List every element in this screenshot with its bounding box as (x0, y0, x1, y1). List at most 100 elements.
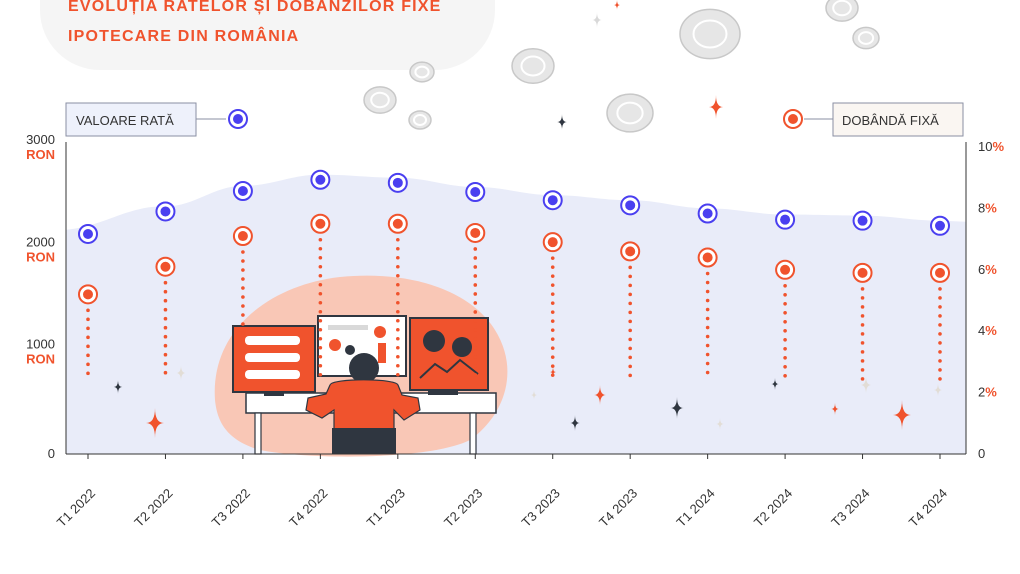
interest-point (775, 259, 796, 378)
interest-drop-dot (860, 341, 865, 345)
interest-drop-dot (473, 247, 478, 251)
interest-drop-dot (628, 301, 632, 306)
x-tick-label: T2 2022 (131, 486, 175, 530)
interest-drop-dot (241, 313, 245, 317)
interest-drop-dot (473, 274, 478, 278)
rate-point-dot (315, 174, 326, 185)
interest-drop-dot (241, 340, 245, 344)
rate-point-dot (935, 220, 945, 231)
interest-drop-dot (550, 283, 555, 287)
coin-icon-face (511, 48, 555, 84)
interest-drop-dot (628, 283, 632, 288)
rate-point (387, 172, 408, 193)
rate-point (78, 223, 98, 244)
sparkle-icon (716, 418, 724, 430)
interest-point-dot (392, 218, 403, 229)
interest-drop-dot (705, 280, 710, 285)
interest-point (232, 226, 253, 380)
interest-drop-dot (241, 295, 245, 299)
sparkle-icon (831, 403, 839, 415)
interest-drop-dot (628, 328, 632, 333)
person-head (349, 353, 379, 383)
right-tick-label: 8% (978, 200, 997, 215)
interest-drop-dot (241, 304, 245, 308)
interest-drop-dot (396, 273, 400, 278)
interest-drop-dot (163, 352, 168, 357)
interest-drop-dot (396, 237, 400, 242)
x-tick-label: T4 2024 (906, 486, 950, 530)
interest-point-dot (470, 227, 481, 238)
x-tick-label: T1 2022 (54, 486, 98, 530)
interest-drop-dot (705, 316, 710, 321)
monitor-center-donut (374, 326, 386, 338)
interest-drop-dot (86, 353, 90, 358)
right-tick-label: 2% (978, 385, 997, 400)
person-body (305, 379, 421, 431)
rate-point (930, 215, 950, 236)
x-tick-label: T4 2022 (286, 486, 330, 530)
interest-drop-dot (550, 274, 555, 278)
title-box (40, 0, 495, 70)
interest-point (155, 256, 176, 375)
right-tick-label: 4% (978, 323, 997, 338)
interest-drop-dot (396, 309, 400, 314)
interest-drop-dot (628, 337, 632, 342)
sparkle-icon (113, 380, 123, 394)
left-tick-unit: RON (26, 147, 55, 162)
interest-point (465, 222, 486, 377)
interest-drop-dot (86, 317, 90, 322)
chart-title-line-2: IPOTECARE DIN ROMÂNIA (68, 28, 300, 45)
left-tick-label: 1000 (26, 337, 55, 352)
interest-drop-dot (938, 296, 942, 300)
interest-drop-dot (86, 335, 90, 340)
interest-drop-dot (318, 246, 323, 251)
interest-point-dot (315, 218, 326, 229)
thumbs-up-icon (423, 330, 445, 352)
rate-point-dot (780, 214, 791, 225)
sparkle-icon (670, 397, 684, 419)
monitor-right-line (419, 358, 479, 379)
interest-drop-dot (705, 325, 710, 330)
interest-drop-dot (86, 371, 90, 376)
coin-icon-face (679, 8, 741, 60)
interest-drop-dot (396, 363, 400, 368)
rate-point-dot (857, 215, 868, 226)
interest-point (930, 262, 950, 381)
rate-point-dot (547, 195, 558, 206)
sparkle-icon (557, 114, 567, 130)
interest-drop-dot (783, 320, 787, 324)
interest-drop-dot (550, 373, 555, 377)
interest-drop-dot (473, 319, 478, 323)
interest-drop-dot (396, 318, 400, 323)
interest-drop-dot (628, 274, 632, 279)
interest-drop-dot (938, 287, 942, 291)
interest-drop-dot (938, 377, 942, 381)
legend-right-box (832, 102, 964, 137)
interest-point-dot (160, 261, 171, 272)
interest-drop-dot (396, 291, 400, 296)
interest-drop-dot (396, 264, 400, 269)
interest-drop-dot (705, 334, 710, 339)
interest-drop-dot (860, 287, 865, 291)
marks-layer (78, 169, 950, 381)
rate-point-dot (83, 228, 93, 239)
interest-drop-dot (550, 346, 555, 350)
interest-drop-dot (783, 374, 787, 378)
interest-drop-dot (628, 346, 632, 351)
interest-point (387, 213, 408, 377)
interest-drop-dot (241, 286, 245, 290)
sparkle-icon (594, 385, 606, 405)
interest-drop-dot (783, 302, 787, 306)
left-tick-unit: RON (26, 249, 55, 264)
interest-drop-dot (550, 328, 555, 332)
monitor-center-donut (329, 339, 341, 351)
legend-left-marker-dot (233, 114, 243, 124)
interest-drop-dot (396, 336, 400, 341)
sparkle-icon (860, 376, 872, 394)
monitor-stand (428, 390, 458, 395)
interest-drop-dot (705, 343, 710, 348)
monitor-left-line (245, 370, 300, 379)
interest-drop-dot (241, 367, 245, 371)
coin-icon-rim (412, 114, 428, 126)
interest-drop-dot (860, 368, 865, 372)
